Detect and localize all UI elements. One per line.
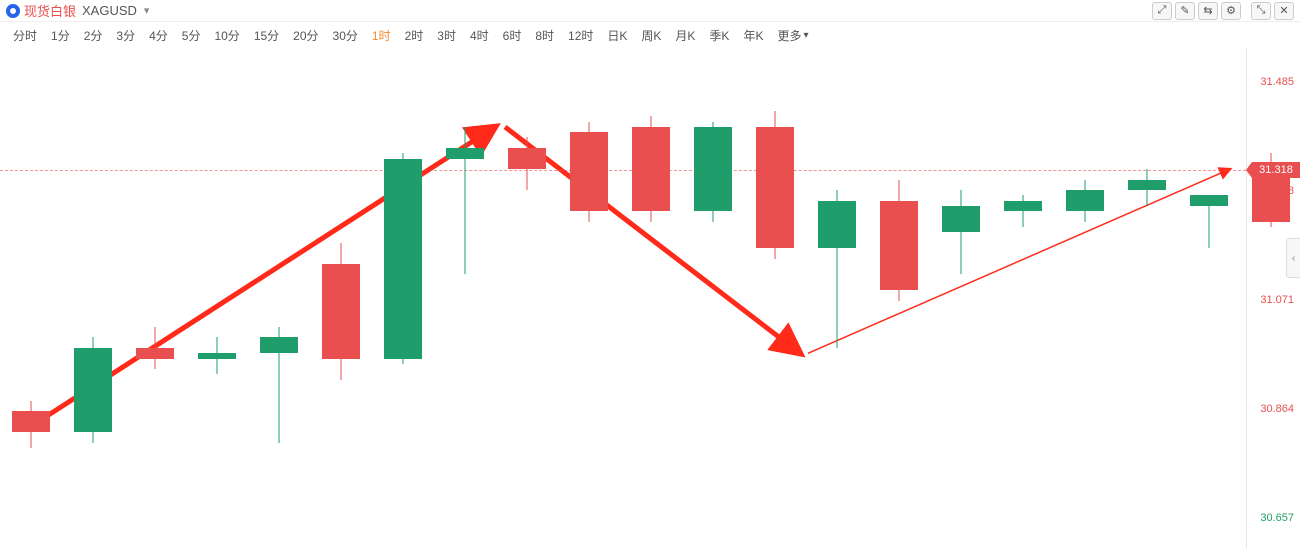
timeframe-周K[interactable]: 周K — [634, 25, 668, 46]
price-axis: 31.485 31.278 31.071 30.864 30.657 31.318 ‹ — [1246, 48, 1300, 548]
timeframe-30分[interactable]: 30分 — [326, 25, 365, 46]
y-tick-label: 31.071 — [1260, 294, 1294, 306]
last-price-tag: 31.318 — [1252, 162, 1300, 178]
timeframe-分时[interactable]: 分时 — [6, 25, 44, 46]
toolbar-button-5[interactable]: ✕ — [1274, 2, 1294, 20]
timeframe-2分[interactable]: 2分 — [77, 25, 110, 46]
timeframe-bar: 分时1分2分3分4分5分10分15分20分30分1时2时3时4时6时8时12时日… — [0, 22, 1300, 48]
title-bar: 现货白银 XAGUSD ▾ ⤢✎⇆⚙ ⤡✕ — [0, 0, 1300, 22]
candle[interactable] — [1004, 48, 1042, 548]
instrument-symbol: XAGUSD — [82, 3, 137, 18]
candle[interactable] — [880, 48, 918, 548]
timeframe-6时[interactable]: 6时 — [496, 25, 529, 46]
candle[interactable] — [384, 48, 422, 548]
chart-container: 31.485 31.278 31.071 30.864 30.657 31.318 ‹ — [0, 48, 1300, 548]
timeframe-月K[interactable]: 月K — [668, 25, 702, 46]
logo-icon — [6, 4, 20, 18]
candle[interactable] — [632, 48, 670, 548]
instrument-name: 现货白银 — [24, 1, 76, 20]
chevron-down-icon: ▾ — [144, 4, 150, 17]
candle[interactable] — [818, 48, 856, 548]
timeframe-年K[interactable]: 年K — [736, 25, 770, 46]
timeframe-4分[interactable]: 4分 — [142, 25, 175, 46]
timeframe-1分[interactable]: 1分 — [44, 25, 77, 46]
candle[interactable] — [446, 48, 484, 548]
timeframe-日K[interactable]: 日K — [600, 25, 634, 46]
toolbar-button-4[interactable]: ⤡ — [1251, 2, 1271, 20]
timeframe-12时[interactable]: 12时 — [561, 25, 600, 46]
symbol-title[interactable]: 现货白银 XAGUSD ▾ — [6, 1, 149, 20]
toolbar-button-3[interactable]: ⚙ — [1221, 2, 1241, 20]
timeframe-3时[interactable]: 3时 — [430, 25, 463, 46]
last-price-line — [0, 170, 1246, 171]
candle[interactable] — [570, 48, 608, 548]
candle[interactable] — [12, 48, 50, 548]
timeframe-季K[interactable]: 季K — [702, 25, 736, 46]
timeframe-1时[interactable]: 1时 — [365, 25, 398, 46]
expand-panel-tab[interactable]: ‹ — [1286, 238, 1300, 278]
timeframe-20分[interactable]: 20分 — [286, 25, 325, 46]
timeframe-10分[interactable]: 10分 — [207, 25, 246, 46]
candle[interactable] — [260, 48, 298, 548]
candle[interactable] — [198, 48, 236, 548]
y-tick-label: 30.864 — [1260, 403, 1294, 415]
candle[interactable] — [1190, 48, 1228, 548]
y-tick-label: 31.278 — [1260, 185, 1294, 197]
candle[interactable] — [694, 48, 732, 548]
candle[interactable] — [508, 48, 546, 548]
toolbar: ⤢✎⇆⚙ ⤡✕ — [1149, 2, 1294, 20]
candle[interactable] — [1066, 48, 1104, 548]
candle[interactable] — [74, 48, 112, 548]
timeframe-8时[interactable]: 8时 — [528, 25, 561, 46]
y-tick-label: 30.657 — [1260, 512, 1294, 524]
candle[interactable] — [136, 48, 174, 548]
candle[interactable] — [942, 48, 980, 548]
y-tick-label: 31.485 — [1260, 76, 1294, 88]
trend-arrows-layer — [0, 48, 1246, 548]
timeframe-2时[interactable]: 2时 — [398, 25, 431, 46]
timeframe-3分[interactable]: 3分 — [109, 25, 142, 46]
candle[interactable] — [322, 48, 360, 548]
toolbar-button-1[interactable]: ✎ — [1175, 2, 1195, 20]
toolbar-button-0[interactable]: ⤢ — [1152, 2, 1172, 20]
timeframe-4时[interactable]: 4时 — [463, 25, 496, 46]
timeframe-15分[interactable]: 15分 — [247, 25, 286, 46]
candle[interactable] — [1128, 48, 1166, 548]
timeframe-more[interactable]: 更多▾ — [770, 25, 815, 46]
candle[interactable] — [756, 48, 794, 548]
timeframe-5分[interactable]: 5分 — [175, 25, 208, 46]
candlestick-chart[interactable] — [0, 48, 1246, 548]
toolbar-button-2[interactable]: ⇆ — [1198, 2, 1218, 20]
